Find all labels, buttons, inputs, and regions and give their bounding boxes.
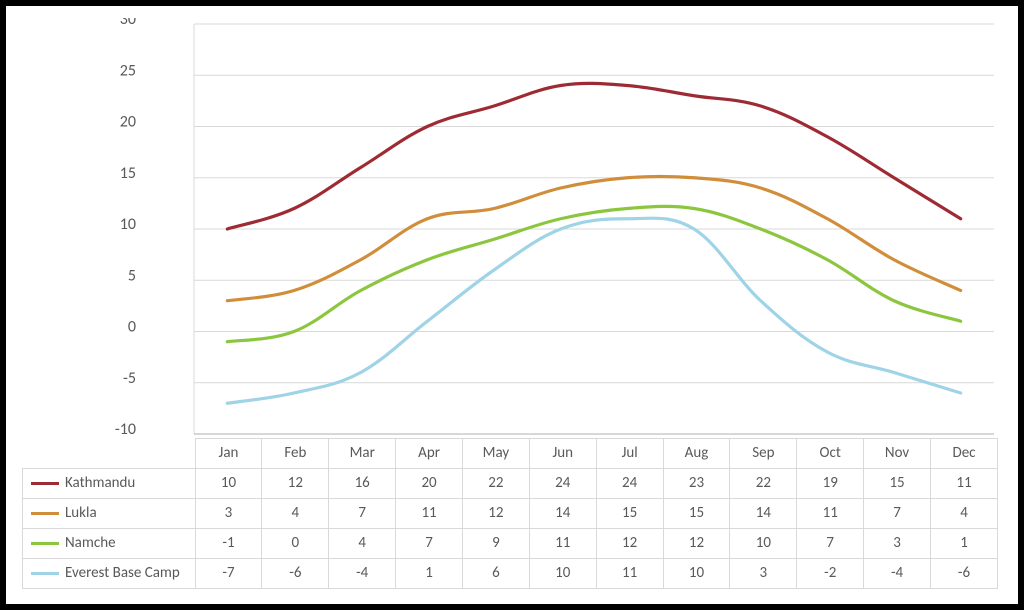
month-header: Jun [529, 439, 596, 469]
data-cell: -6 [931, 559, 998, 589]
series-name: Lukla [65, 504, 97, 522]
series-legend: Kathmandu [23, 469, 196, 499]
data-cell: 14 [730, 499, 797, 529]
series-legend: Namche [23, 529, 196, 559]
data-cell: 24 [529, 469, 596, 499]
data-cell: 1 [931, 529, 998, 559]
data-cell: -1 [195, 529, 262, 559]
table-row: Kathmandu101216202224242322191511 [23, 469, 998, 499]
data-cell: 7 [797, 529, 864, 559]
month-header: Oct [797, 439, 864, 469]
y-tick-label: 30 [120, 18, 136, 29]
data-cell: -6 [262, 559, 329, 589]
legend-swatch-icon [31, 572, 59, 575]
data-cell: -4 [864, 559, 931, 589]
series-line-1 [227, 176, 960, 300]
data-cell: 11 [596, 559, 663, 589]
data-cell: 12 [462, 499, 529, 529]
legend-swatch-icon [31, 542, 59, 545]
data-cell: 7 [864, 499, 931, 529]
data-cell: 22 [730, 469, 797, 499]
data-cell: 10 [663, 559, 730, 589]
data-cell: 1 [396, 559, 463, 589]
series-name: Kathmandu [65, 474, 135, 492]
data-cell: 12 [262, 469, 329, 499]
data-cell: 14 [529, 499, 596, 529]
y-tick-label: 20 [120, 113, 136, 132]
table-row: Lukla3471112141515141174 [23, 499, 998, 529]
month-header: Feb [262, 439, 329, 469]
data-cell: 20 [396, 469, 463, 499]
series-line-2 [227, 206, 960, 341]
data-cell: 7 [329, 499, 396, 529]
data-cell: 15 [663, 499, 730, 529]
data-cell: 16 [329, 469, 396, 499]
data-cell: 0 [262, 529, 329, 559]
data-cell: 19 [797, 469, 864, 499]
data-cell: 10 [730, 529, 797, 559]
series-legend: Everest Base Camp [23, 559, 196, 589]
data-cell: 3 [730, 559, 797, 589]
data-cell: 9 [462, 529, 529, 559]
month-header: Dec [931, 439, 998, 469]
month-header: Jan [195, 439, 262, 469]
data-cell: 7 [396, 529, 463, 559]
legend-swatch-icon [31, 482, 59, 485]
data-cell: -2 [797, 559, 864, 589]
series-line-0 [227, 83, 960, 229]
y-tick-label: 0 [128, 318, 136, 337]
data-cell: 12 [663, 529, 730, 559]
series-name: Everest Base Camp [65, 564, 180, 582]
data-cell: 4 [329, 529, 396, 559]
data-cell: -4 [329, 559, 396, 589]
month-header: Jul [596, 439, 663, 469]
data-cell: 15 [596, 499, 663, 529]
table-corner [23, 439, 196, 469]
data-cell: 24 [596, 469, 663, 499]
data-cell: 15 [864, 469, 931, 499]
y-tick-label: 10 [120, 215, 136, 234]
month-header: Sep [730, 439, 797, 469]
month-header: May [462, 439, 529, 469]
y-tick-label: 5 [128, 266, 136, 285]
data-cell: -7 [195, 559, 262, 589]
data-cell: 4 [262, 499, 329, 529]
data-cell: 12 [596, 529, 663, 559]
y-tick-label: -10 [115, 420, 136, 438]
data-cell: 11 [797, 499, 864, 529]
month-header: Aug [663, 439, 730, 469]
data-cell: 23 [663, 469, 730, 499]
data-cell: 22 [462, 469, 529, 499]
month-header: Nov [864, 439, 931, 469]
month-header: Apr [396, 439, 463, 469]
data-cell: 10 [195, 469, 262, 499]
data-cell: 11 [396, 499, 463, 529]
table-row: Namche-1047911121210731 [23, 529, 998, 559]
data-cell: 3 [864, 529, 931, 559]
data-table: JanFebMarAprMayJunJulAugSepOctNovDec Kath… [22, 438, 998, 589]
data-cell: 3 [195, 499, 262, 529]
data-cell: 11 [931, 469, 998, 499]
series-line-3 [227, 218, 960, 403]
data-cell: 10 [529, 559, 596, 589]
chart-container: -10-5051015202530JanFebMarAprMayJunJulAu… [22, 18, 998, 592]
y-tick-label: -5 [123, 369, 136, 388]
table-row: Everest Base Camp-7-6-4161011103-2-4-6 [23, 559, 998, 589]
data-cell: 6 [462, 559, 529, 589]
table-header-row: JanFebMarAprMayJunJulAugSepOctNovDec [23, 439, 998, 469]
series-legend: Lukla [23, 499, 196, 529]
y-tick-label: 25 [120, 61, 136, 80]
data-cell: 4 [931, 499, 998, 529]
chart-frame: -10-5051015202530JanFebMarAprMayJunJulAu… [0, 0, 1024, 610]
series-name: Namche [65, 534, 116, 552]
month-header: Mar [329, 439, 396, 469]
legend-swatch-icon [31, 512, 59, 515]
data-cell: 11 [529, 529, 596, 559]
line-chart: -10 -5 0 5 10 15 20 25 30 [22, 18, 998, 438]
y-tick-label: 15 [120, 164, 136, 183]
